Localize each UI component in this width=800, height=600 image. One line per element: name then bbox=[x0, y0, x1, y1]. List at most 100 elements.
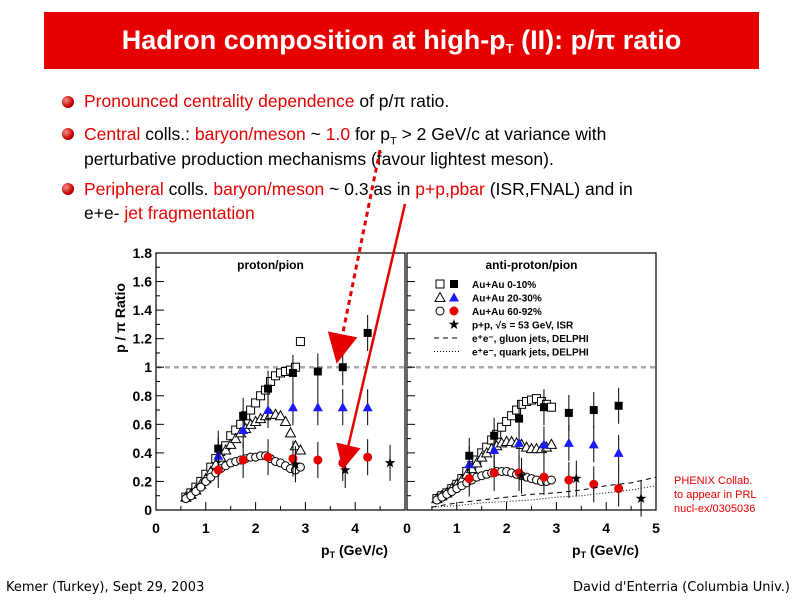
series-line bbox=[431, 476, 657, 508]
arrow-to-baryon-meson-0.3 bbox=[336, 203, 407, 470]
data-point bbox=[539, 403, 548, 412]
data-point bbox=[449, 292, 459, 302]
data-point bbox=[362, 402, 373, 412]
legend-label: e⁺e⁻, quark jets, DELPHI bbox=[472, 348, 589, 359]
y-tick-label: 1.4 bbox=[133, 302, 153, 318]
data-point bbox=[571, 473, 582, 484]
title-bar: Hadron composition at high-pT (II): p/π … bbox=[44, 12, 759, 69]
data-point bbox=[589, 479, 599, 489]
x-tick-label: 2 bbox=[252, 520, 260, 536]
data-point bbox=[238, 455, 248, 465]
data-point bbox=[435, 306, 445, 316]
data-point bbox=[564, 475, 574, 485]
bullet-text-1: Pronounced centrality dependence of p/π … bbox=[84, 91, 450, 111]
x-tick-label: 4 bbox=[351, 520, 359, 536]
data-point bbox=[229, 432, 242, 444]
data-point bbox=[284, 426, 297, 438]
data-point bbox=[384, 457, 396, 468]
y-tick-label: 0 bbox=[144, 502, 152, 518]
legend-label: p+p, √s = 53 GeV, ISR bbox=[472, 321, 574, 332]
x-axis-label: pT (GeV/c) bbox=[572, 542, 639, 560]
bullet-icon bbox=[62, 128, 74, 140]
chart-panel-1: 0 1 2 3 4 0 0.2 0.4 0.6 0.8 1 1.2 1.4 1.6 1.8 proton/pi… bbox=[133, 245, 406, 560]
legend-label: Au+Au 20-30% bbox=[472, 294, 542, 305]
data-point bbox=[337, 402, 348, 412]
citation-line: PHENIX Collab. bbox=[674, 475, 753, 487]
data-point bbox=[290, 458, 301, 469]
data-point bbox=[514, 437, 525, 447]
x-axis-label-rest: (GeV/c) bbox=[335, 542, 388, 558]
x-tick-label: 3 bbox=[553, 520, 561, 536]
footer-left: Kemer (Turkey), Sept 29, 2003 bbox=[6, 580, 205, 595]
x-tick-label: 3 bbox=[302, 520, 310, 536]
legend-label: Au+Au 0-10% bbox=[472, 280, 536, 291]
data-point bbox=[564, 408, 573, 417]
x-axis-label-sub: T bbox=[330, 550, 336, 560]
data-point bbox=[224, 438, 237, 449]
footer-right: David d'Enterria (Columbia Univ.) bbox=[572, 580, 790, 595]
bullet-text-3-line2: e+e- jet fragmentation bbox=[84, 203, 255, 223]
data-point bbox=[512, 405, 522, 415]
annotation-arrows bbox=[327, 149, 407, 470]
data-point bbox=[263, 405, 274, 415]
data-point bbox=[613, 447, 624, 457]
citation-line: nucl-ex/0305036 bbox=[674, 503, 756, 515]
data-point bbox=[563, 437, 574, 447]
bullet-icon bbox=[62, 183, 74, 195]
y-tick-label: 0.8 bbox=[133, 388, 153, 404]
slide-title: Hadron composition at high-pT (II): p/π … bbox=[121, 25, 682, 56]
data-point bbox=[588, 439, 599, 449]
data-point bbox=[614, 484, 624, 494]
data-point bbox=[274, 409, 287, 421]
data-point bbox=[256, 391, 266, 401]
x-axis-label-sub: T bbox=[581, 550, 587, 560]
data-point bbox=[251, 398, 261, 408]
data-point bbox=[279, 415, 292, 426]
data-point bbox=[448, 319, 460, 329]
data-point bbox=[313, 367, 322, 376]
data-point bbox=[287, 402, 298, 412]
data-point bbox=[338, 363, 347, 372]
data-point bbox=[219, 444, 232, 455]
data-point bbox=[363, 452, 373, 462]
data-point bbox=[635, 493, 647, 504]
data-point bbox=[538, 439, 549, 449]
y-axis-label: p / π Ratio bbox=[112, 283, 128, 353]
plot-frame bbox=[406, 252, 657, 511]
data-point bbox=[294, 444, 307, 455]
data-point bbox=[545, 438, 558, 449]
data-point bbox=[489, 445, 500, 455]
data-point bbox=[614, 401, 623, 410]
bullet-text-3: Peripheral colls. baryon/meson ~ 0.3 as … bbox=[84, 179, 633, 199]
x-tick-label: 5 bbox=[652, 520, 660, 536]
y-tick-label: 1 bbox=[144, 359, 152, 375]
data-point bbox=[489, 468, 499, 478]
citation: PHENIX Collab. to appear in PRL nucl-ex/… bbox=[674, 474, 757, 516]
x-axis-label-rest: (GeV/c) bbox=[586, 542, 639, 558]
legend-label: e⁺e⁻, gluon jets, DELPHI bbox=[472, 334, 589, 345]
data-point bbox=[464, 474, 474, 484]
data-point bbox=[313, 455, 323, 465]
y-tick-label: 1.6 bbox=[133, 274, 153, 290]
data-point bbox=[470, 456, 483, 468]
data-point bbox=[213, 465, 223, 475]
bullet-text-2: Central colls.: baryon/meson ~ 1.0 for p… bbox=[84, 124, 607, 148]
y-tick-label: 1.2 bbox=[133, 331, 153, 347]
data-point bbox=[312, 402, 323, 412]
y-tick-label: 0.4 bbox=[133, 445, 153, 461]
data-point bbox=[497, 422, 507, 432]
legend-label: Au+Au 60-92% bbox=[472, 307, 542, 318]
x-tick-label: 4 bbox=[602, 520, 610, 536]
data-point bbox=[263, 452, 273, 462]
data-point bbox=[546, 402, 556, 412]
data-point bbox=[264, 384, 273, 393]
data-point bbox=[589, 406, 598, 415]
y-tick-label: 0.2 bbox=[133, 473, 153, 489]
chart-panel-2: 0 1 2 3 4 5 anti-proton/pion pT (GeV/c) Au+Au 0-… bbox=[403, 252, 660, 560]
data-point bbox=[435, 279, 445, 289]
x-axis-label: pT (GeV/c) bbox=[321, 542, 388, 560]
data-point bbox=[288, 368, 297, 377]
data-point bbox=[238, 425, 249, 435]
data-point bbox=[546, 475, 556, 485]
